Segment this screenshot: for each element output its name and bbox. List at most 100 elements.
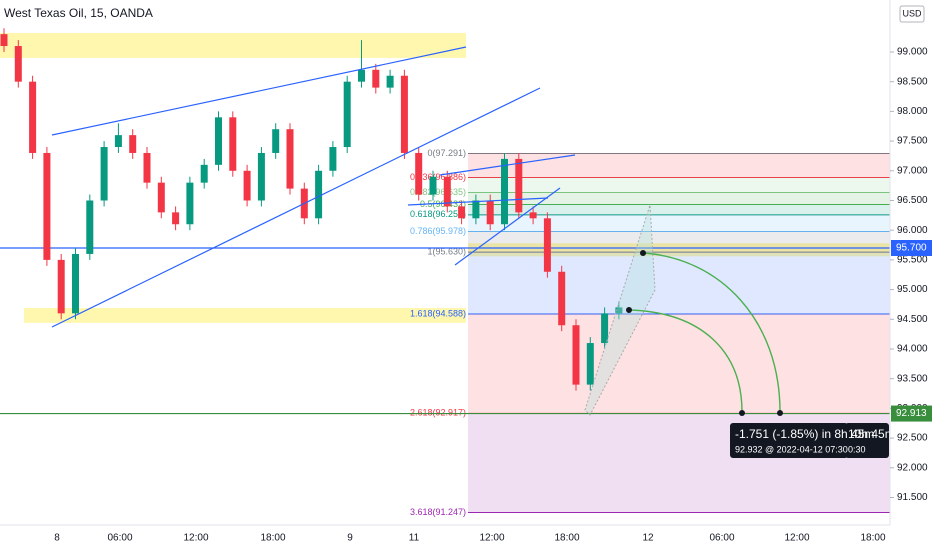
tooltip-text: 10h 45m — [848, 427, 895, 441]
x-tick-label: 12:00 — [479, 533, 504, 544]
fib-band — [468, 252, 890, 315]
x-tick-label: 18:00 — [554, 533, 579, 544]
candle-body — [257, 152, 265, 201]
y-tick-label: 95.000 — [897, 284, 928, 295]
fib-label: 0.786(95.978) — [410, 226, 466, 236]
y-tick-label: 94.500 — [897, 314, 928, 325]
candle-body — [586, 343, 594, 385]
point — [777, 410, 783, 416]
x-tick-label: 18:00 — [860, 533, 885, 544]
y-tick-label: 92.000 — [897, 462, 928, 473]
candle-body — [386, 75, 394, 88]
x-tick-label: 12 — [642, 533, 654, 544]
fib-band — [468, 192, 890, 205]
zone — [468, 243, 890, 257]
y-tick-label: 94.000 — [897, 344, 928, 355]
y-tick-label: 92.500 — [897, 433, 928, 444]
price-tag-label: 92.913 — [896, 408, 927, 419]
fib-label: 0.5(96.432) — [420, 199, 466, 209]
point — [739, 410, 745, 416]
fib-label: 0.236(96.886) — [410, 172, 466, 182]
zone — [0, 32, 466, 58]
projection-arrows — [628, 252, 781, 413]
currency-button[interactable] — [899, 5, 925, 23]
fib-label: 2.618(92.917) — [410, 408, 466, 418]
price-axis — [890, 0, 932, 550]
candle-body — [472, 200, 480, 219]
channel — [584, 204, 656, 416]
tooltip-text: 92.932 @ 2022-04-12 07:30 — [735, 444, 848, 454]
candle-body — [572, 325, 580, 385]
price-tag — [891, 405, 932, 422]
price-tag-label: 95.700 — [896, 243, 927, 254]
candle-body — [29, 81, 37, 153]
x-tick-label: 8 — [54, 533, 60, 544]
fib-band — [468, 204, 890, 215]
candle-body — [14, 46, 22, 82]
fib-label: 3.618(91.247) — [410, 507, 466, 517]
point — [640, 250, 646, 256]
y-tick-label: 98.500 — [897, 76, 928, 87]
candle-body — [172, 212, 180, 225]
y-tick-label: 99.000 — [897, 47, 928, 58]
y-tick-label: 91.500 — [897, 492, 928, 503]
candle-body — [501, 158, 508, 225]
y-tick-label: 95.500 — [897, 255, 928, 266]
fib-band — [468, 177, 890, 193]
candle-body — [601, 313, 609, 344]
currency[interactable]: USD — [902, 8, 922, 18]
x-tick-label: 11 — [409, 533, 420, 544]
y-tick-label: 98.000 — [897, 106, 928, 117]
candle-body — [143, 152, 151, 183]
tooltip — [730, 423, 848, 458]
y-tick-label: 97.500 — [897, 136, 928, 147]
x-tick-label: 12:00 — [183, 533, 208, 544]
fib-label: 0(97.291) — [427, 148, 466, 158]
trend-lines — [51, 46, 576, 328]
fib-label: 1.618(94.588) — [410, 308, 466, 318]
fib-label: 0.382(96.635) — [410, 187, 466, 197]
candle-body — [215, 117, 222, 165]
candle-body — [157, 182, 165, 213]
fib-band — [468, 231, 890, 253]
x-tick-label: 06:00 — [709, 533, 734, 544]
x-tick-label: 06:00 — [107, 533, 132, 544]
candle-body — [558, 271, 566, 326]
candle-body — [443, 176, 451, 207]
y-tick-label: 96.500 — [897, 195, 928, 206]
candle-body — [543, 218, 551, 272]
price-tag — [891, 240, 932, 257]
candle-body — [272, 129, 280, 153]
y-tick-label: 96.000 — [897, 225, 928, 236]
candle-body — [100, 147, 108, 201]
zone — [24, 308, 466, 323]
candle-body — [286, 129, 294, 189]
candle-body — [315, 170, 323, 219]
candle-body — [114, 135, 122, 148]
candle-body — [415, 152, 423, 195]
candle-body — [72, 253, 79, 314]
y-tick-label: 97.000 — [897, 165, 928, 176]
tooltip-text: 0:30 — [848, 444, 866, 454]
candle-body — [429, 176, 437, 195]
tooltip-text: -1.751 (-1.85%) in 8h 45m — [735, 427, 874, 441]
candle-body — [372, 69, 380, 88]
chart-title: West Texas Oil, 15, OANDA — [4, 6, 153, 20]
point — [626, 307, 632, 313]
candle-body — [186, 182, 194, 225]
candle-body — [43, 152, 51, 260]
candle-body — [486, 200, 494, 225]
candle-body — [400, 75, 408, 153]
candle-body — [515, 158, 523, 213]
fib-band — [468, 214, 890, 232]
candle-body — [129, 135, 137, 153]
candle-body — [458, 206, 466, 219]
candle-body — [57, 259, 65, 314]
y-tick-label: 93.500 — [897, 373, 928, 384]
x-tick-label: 12:00 — [784, 533, 809, 544]
candle-body — [343, 81, 351, 148]
fib-band — [468, 153, 890, 178]
candle-body — [329, 147, 337, 171]
